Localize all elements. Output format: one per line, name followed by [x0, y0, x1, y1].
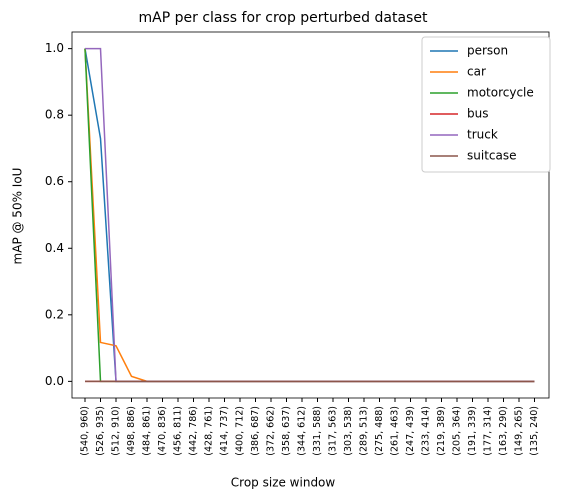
y-tick-label: 0.6: [45, 174, 64, 188]
legend-label: suitcase: [467, 149, 516, 163]
x-tick-label: (540, 960): [80, 406, 91, 456]
x-tick-label: (205, 364): [452, 406, 463, 456]
x-tick-label: (219, 389): [436, 406, 447, 456]
x-tick-label: (289, 513): [359, 406, 370, 456]
legend-label: bus: [467, 107, 488, 121]
legend-label: person: [467, 44, 508, 58]
x-tick-label: (372, 662): [266, 406, 277, 456]
legend-box: [421, 36, 551, 173]
x-tick-label: (498, 886): [126, 406, 137, 456]
x-tick-label: (512, 910): [111, 406, 122, 456]
x-tick-label: (358, 637): [281, 406, 292, 456]
x-tick-label: (386, 687): [250, 406, 261, 456]
x-tick-label: (331, 588): [312, 406, 323, 456]
y-axis-label: mAP @ 50% IoU: [11, 168, 25, 265]
x-tick-label: (456, 811): [173, 406, 184, 456]
x-tick-label: (344, 612): [297, 406, 308, 456]
y-tick-label: 0.8: [45, 108, 64, 122]
x-tick-label: (275, 488): [374, 406, 385, 456]
y-tick-label: 0.4: [45, 241, 64, 255]
y-tick-label: 0.2: [45, 307, 64, 321]
x-tick-label: (191, 339): [467, 406, 478, 456]
x-axis-label: Crop size window: [231, 476, 336, 490]
x-tick-label: (303, 538): [343, 406, 354, 456]
x-tick-label: (177, 314): [483, 406, 494, 456]
x-tick-label: (526, 935): [95, 406, 106, 456]
x-tick-label: (414, 737): [219, 406, 230, 456]
x-tick-label: (149, 265): [514, 406, 525, 456]
x-tick-label: (247, 439): [405, 406, 416, 456]
plot-frame: [71, 31, 550, 399]
x-tick-label: (484, 861): [142, 406, 153, 456]
x-tick-label: (317, 563): [328, 406, 339, 456]
x-tick-label: (261, 463): [390, 406, 401, 456]
x-tick-label: (470, 836): [157, 406, 168, 456]
y-tick-label: 0.0: [45, 374, 64, 388]
x-tick-label: (233, 414): [421, 406, 432, 456]
y-tick-label: 1.0: [45, 41, 64, 55]
x-tick-label: (428, 761): [204, 406, 215, 456]
legend-label: motorcycle: [467, 86, 534, 100]
x-tick-label: (400, 712): [235, 406, 246, 456]
x-tick-label: (442, 786): [188, 406, 199, 456]
x-tick-label: (135, 240): [529, 406, 540, 456]
legend-label: car: [467, 65, 486, 79]
x-tick-label: (163, 290): [498, 406, 509, 456]
chart-title: mAP per class for crop perturbed dataset: [139, 10, 428, 26]
legend-label: truck: [467, 128, 498, 142]
